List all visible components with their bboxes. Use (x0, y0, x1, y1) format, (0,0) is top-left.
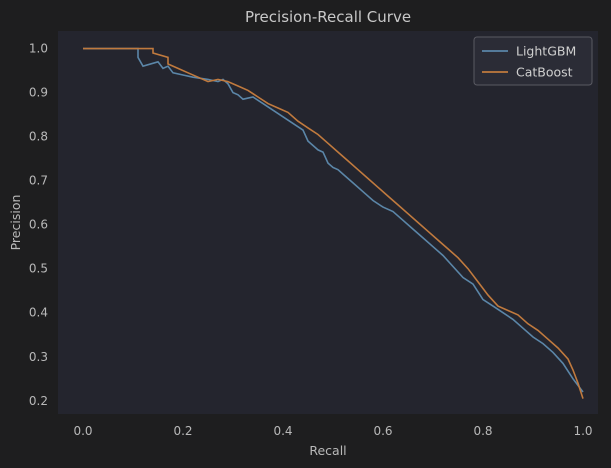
y-tick-label: 0.3 (29, 350, 48, 364)
x-tick-label: 0.2 (173, 424, 192, 438)
x-tick-label: 0.8 (473, 424, 492, 438)
legend-label-catboost: CatBoost (516, 65, 573, 80)
y-tick-label: 0.5 (29, 262, 48, 276)
y-tick-label: 0.6 (29, 218, 48, 232)
y-tick-label: 0.9 (29, 86, 48, 100)
chart-title: Precision-Recall Curve (245, 8, 411, 26)
series-line-lightgbm (83, 47, 584, 393)
legend-label-lightgbm: LightGBM (516, 44, 576, 59)
plot-area (58, 31, 598, 414)
y-tick-label: 1.0 (29, 42, 48, 56)
series-line-catboost (83, 47, 584, 399)
legend-box (473, 36, 593, 86)
x-tick-label: 0.6 (373, 424, 392, 438)
y-tick-label: 0.4 (29, 306, 48, 320)
series-layer (83, 47, 584, 399)
y-tick-label: 0.8 (29, 130, 48, 144)
x-tick-label: 1.0 (573, 424, 592, 438)
legend: LightGBM CatBoost (473, 36, 593, 86)
x-tick-label: 0.0 (73, 424, 92, 438)
x-tick-label: 0.4 (273, 424, 292, 438)
y-tick-label: 0.7 (29, 174, 48, 188)
y-axis-ticks: 0.2 0.3 0.4 0.5 0.6 0.7 0.8 0.9 1.0 (29, 42, 48, 408)
y-tick-label: 0.2 (29, 394, 48, 408)
y-axis-label: Precision (8, 195, 23, 251)
x-axis-ticks: 0.0 0.2 0.4 0.6 0.8 1.0 (73, 424, 592, 438)
x-axis-label: Recall (309, 443, 346, 458)
